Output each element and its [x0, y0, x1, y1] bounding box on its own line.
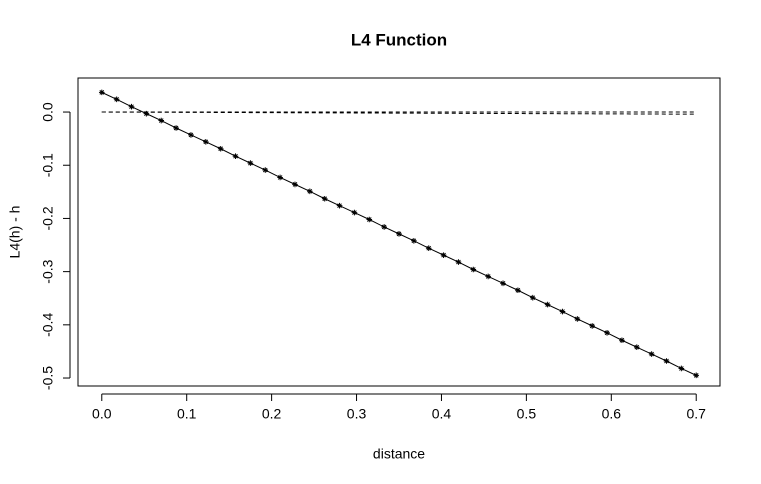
x-tick-label: 0.3: [347, 406, 367, 422]
point-marker: [232, 153, 239, 159]
point-marker: [351, 209, 358, 216]
x-tick-label: 0.6: [602, 406, 622, 422]
point-marker: [98, 89, 105, 96]
point-marker: [529, 294, 536, 301]
y-tick-label: 0.0: [40, 102, 56, 122]
point-marker: [262, 167, 269, 173]
y-tick-label: -0.1: [40, 153, 56, 177]
point-marker: [381, 224, 387, 230]
series-line: [101, 111, 697, 115]
point-marker: [663, 358, 670, 364]
point-marker: [321, 195, 328, 202]
point-marker: [455, 259, 462, 265]
point-marker: [485, 273, 491, 280]
y-tick-label: -0.3: [40, 259, 56, 283]
point-marker: [188, 132, 194, 138]
y-axis-title: L4(h) - h: [7, 206, 23, 259]
point-marker: [693, 372, 700, 379]
point-marker: [559, 308, 566, 315]
point-marker: [113, 96, 120, 103]
point-marker: [544, 301, 551, 308]
x-tick-label: 0.7: [686, 406, 706, 422]
chart-title: L4 Function: [351, 30, 447, 49]
x-tick-label: 0.0: [92, 406, 112, 422]
point-marker: [292, 181, 298, 188]
point-marker: [217, 145, 224, 152]
point-marker: [128, 103, 135, 110]
point-marker: [648, 351, 655, 357]
x-axis-title: distance: [373, 446, 425, 462]
point-marker: [470, 266, 477, 273]
point-marker: [307, 188, 313, 195]
point-marker: [678, 365, 685, 372]
plot-frame: [77, 77, 721, 387]
point-marker: [440, 252, 447, 258]
point-marker: [366, 216, 373, 223]
x-tick-label: 0.5: [517, 406, 537, 422]
point-marker: [277, 174, 283, 181]
point-marker: [411, 237, 417, 244]
point-marker: [619, 337, 625, 344]
point-marker: [500, 280, 506, 287]
y-tick-label: -0.5: [40, 366, 56, 390]
point-marker: [574, 316, 581, 322]
point-marker: [604, 330, 610, 336]
point-marker: [633, 344, 640, 350]
point-marker: [515, 287, 521, 294]
point-marker: [396, 231, 402, 237]
point-marker: [203, 139, 209, 145]
point-marker: [173, 125, 179, 131]
point-marker: [589, 323, 595, 329]
point-marker: [425, 245, 432, 252]
y-tick-label: -0.2: [40, 206, 56, 230]
x-tick-label: 0.4: [432, 406, 452, 422]
x-tick-label: 0.2: [262, 406, 282, 422]
y-tick-label: -0.4: [40, 313, 56, 337]
point-marker: [158, 117, 165, 124]
point-marker: [143, 110, 150, 117]
point-marker: [336, 202, 343, 209]
x-tick-label: 0.1: [177, 406, 197, 422]
point-marker: [247, 160, 254, 166]
